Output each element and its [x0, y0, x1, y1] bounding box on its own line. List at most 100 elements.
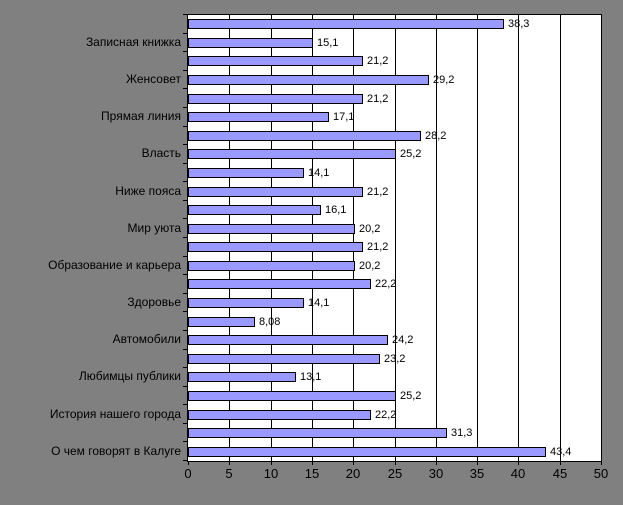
bar: [188, 205, 321, 215]
plot-area: 38,3 15,1 21,2 29,2 21,2 17,1 28,2 25,2 14,1 21,2…: [187, 14, 602, 462]
category-axis-label: История нашего города: [49, 407, 181, 421]
bar: [188, 149, 396, 159]
x-axis-tick: [436, 461, 437, 465]
y-axis-tick: [183, 126, 187, 127]
gridline: [353, 15, 354, 461]
bar-value-label: 28,2: [425, 130, 447, 142]
y-axis-tick: [183, 181, 187, 182]
category-axis-label: Любимцы публики: [78, 369, 181, 383]
y-axis-tick: [183, 33, 187, 34]
bar-value-label: 21,2: [367, 93, 389, 105]
bar-value-label: 25,2: [400, 390, 422, 402]
category-axis-label: Образование и карьера: [48, 258, 181, 272]
x-axis-tick: [518, 461, 519, 465]
x-axis-tick-label: 40: [510, 466, 526, 481]
x-axis-tick-label: 15: [304, 466, 320, 481]
bar-value-label: 22,2: [375, 409, 397, 421]
x-axis-tick-label: 20: [345, 466, 361, 481]
x-axis-tick: [229, 461, 230, 465]
y-axis-tick: [183, 200, 187, 201]
bar: [188, 19, 504, 29]
x-axis-tick-label: 0: [184, 466, 192, 481]
x-axis-tick: [312, 461, 313, 465]
category-axis-label: Прямая линия: [101, 109, 181, 123]
y-axis-tick: [183, 51, 187, 52]
bar-value-label: 23,2: [384, 353, 406, 365]
bar: [188, 112, 329, 122]
bar: [188, 56, 363, 66]
category-axis-label: О чем говорят в Калуге: [51, 444, 181, 458]
category-axis-label: Женсовет: [125, 72, 181, 86]
x-axis-tick: [353, 461, 354, 465]
bar: [188, 75, 429, 85]
gridline: [560, 15, 561, 461]
category-axis-label: Мир уюта: [127, 221, 181, 235]
bar-value-label: 14,1: [308, 297, 330, 309]
bar: [188, 279, 371, 289]
x-axis-tick: [477, 461, 478, 465]
bar-value-label: 31,3: [451, 427, 473, 439]
category-axis-label: Власть: [141, 146, 181, 160]
y-axis-tick: [183, 14, 187, 15]
bar: [188, 261, 355, 271]
bar: [188, 242, 363, 252]
x-axis-tick: [188, 461, 189, 465]
category-axis-label: Автомобили: [112, 332, 181, 346]
x-axis-tick: [560, 461, 561, 465]
y-axis-tick: [183, 70, 187, 71]
x-axis-tick-label: 35: [469, 466, 485, 481]
x-axis-tick-label: 10: [263, 466, 279, 481]
category-axis-label: Ниже пояса: [115, 184, 181, 198]
y-axis-tick: [183, 460, 187, 461]
bar-value-label: 22,2: [375, 278, 397, 290]
bar-value-label: 21,2: [367, 241, 389, 253]
gridline: [271, 15, 272, 461]
category-axis-label: Записная книжка: [85, 35, 181, 49]
x-axis-tick: [271, 461, 272, 465]
y-axis-tick: [183, 274, 187, 275]
bar-value-label: 14,1: [308, 167, 330, 179]
y-axis-tick: [183, 404, 187, 405]
bar: [188, 317, 255, 327]
bar-value-label: 15,1: [317, 37, 339, 49]
x-axis-tick-label: 30: [428, 466, 444, 481]
y-axis-tick: [183, 441, 187, 442]
bar-value-label: 20,2: [359, 223, 381, 235]
x-axis-tick-label: 25: [387, 466, 403, 481]
bar-value-label: 38,3: [508, 18, 530, 30]
bar-value-label: 17,1: [333, 111, 355, 123]
y-axis-tick: [183, 218, 187, 219]
y-axis-tick: [183, 423, 187, 424]
gridline: [312, 15, 313, 461]
x-axis-tick: [601, 461, 602, 465]
gridline: [477, 15, 478, 461]
gridline: [229, 15, 230, 461]
bar: [188, 354, 380, 364]
bar: [188, 298, 304, 308]
bar: [188, 447, 546, 457]
bar-value-label: 16,1: [325, 204, 347, 216]
bar: [188, 428, 447, 438]
y-axis-tick: [183, 386, 187, 387]
bar-value-label: 8,08: [259, 316, 281, 328]
bar: [188, 372, 296, 382]
y-axis-tick: [183, 237, 187, 238]
x-axis-tick: [395, 461, 396, 465]
y-axis-tick: [183, 367, 187, 368]
bar-value-label: 21,2: [367, 186, 389, 198]
y-axis-tick: [183, 256, 187, 257]
x-axis-tick-label: 50: [593, 466, 609, 481]
gridline: [395, 15, 396, 461]
bar: [188, 131, 421, 141]
y-axis-tick: [183, 144, 187, 145]
bar: [188, 38, 313, 48]
bar-value-label: 20,2: [359, 260, 381, 272]
x-axis-tick-label: 45: [552, 466, 568, 481]
y-axis-tick: [183, 311, 187, 312]
bar: [188, 335, 388, 345]
y-axis-tick: [183, 88, 187, 89]
bar: [188, 94, 363, 104]
gridline: [436, 15, 437, 461]
bar: [188, 410, 371, 420]
